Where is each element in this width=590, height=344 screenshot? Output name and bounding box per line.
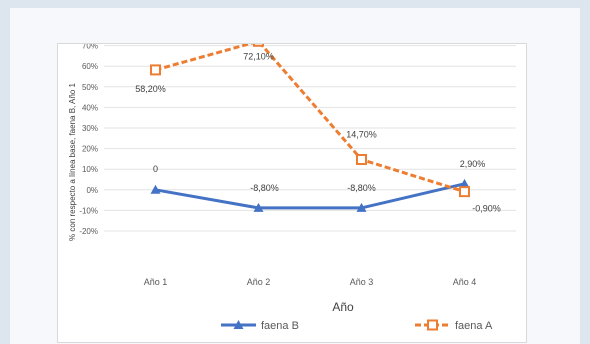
legend-label: faena A bbox=[455, 320, 493, 332]
legend-marker bbox=[233, 320, 244, 329]
data-label: 58,20% bbox=[135, 84, 166, 94]
series-group: 0 -8,80% -8,80% 2,90% 58,20% 72,10% 14,70% -0,9… bbox=[135, 44, 501, 214]
y-tick-label: 0% bbox=[86, 186, 98, 195]
x-tick-label: Año 4 bbox=[453, 277, 477, 287]
y-tick-label: 10% bbox=[82, 165, 98, 174]
data-label: 0 bbox=[153, 164, 158, 174]
x-axis-ticks: Año 1 Año 2 Año 3 Año 4 bbox=[144, 277, 477, 287]
data-label: 72,10% bbox=[243, 51, 274, 61]
data-point bbox=[356, 202, 367, 212]
x-tick-label: Año 2 bbox=[247, 277, 271, 287]
data-point bbox=[459, 186, 470, 198]
gridlines bbox=[104, 45, 516, 232]
data-point bbox=[459, 178, 470, 188]
data-label: 14,70% bbox=[346, 130, 377, 140]
y-tick-label: 60% bbox=[82, 62, 98, 71]
y-axis-ticks: 80%70%60%50%40%30%20%10%0%-10%-20% bbox=[79, 44, 98, 236]
series-line-faena-A bbox=[155, 44, 465, 194]
data-point bbox=[253, 44, 264, 47]
chart-card: 80%70%60%50%40%30%20%10%0%-10%-20% Año 1… bbox=[57, 43, 527, 343]
data-label: -0,90% bbox=[472, 204, 501, 214]
page-panel: 80%70%60%50%40%30%20%10%0%-10%-20% Año 1… bbox=[10, 8, 580, 344]
y-tick-label: 20% bbox=[82, 145, 98, 154]
data-point bbox=[253, 202, 264, 212]
x-tick-label: Año 1 bbox=[144, 277, 168, 287]
series-line-faena-B bbox=[155, 182, 465, 210]
y-tick-label: -20% bbox=[79, 227, 98, 236]
y-tick-label: 50% bbox=[82, 83, 98, 92]
legend-label: faena B bbox=[261, 320, 299, 332]
x-axis-label: Año bbox=[332, 300, 354, 314]
y-tick-label: 70% bbox=[82, 44, 98, 51]
y-tick-label: -10% bbox=[79, 206, 98, 215]
y-tick-label: 30% bbox=[82, 124, 98, 133]
data-point bbox=[356, 154, 367, 166]
data-point bbox=[150, 64, 161, 76]
line-chart: 80%70%60%50%40%30%20%10%0%-10%-20% Año 1… bbox=[68, 44, 516, 332]
legend-marker bbox=[427, 319, 438, 331]
legend: faena B faena A bbox=[221, 319, 493, 332]
x-tick-label: Año 3 bbox=[350, 277, 374, 287]
y-axis-label: % con respecto a línea base, faena B, Añ… bbox=[68, 83, 77, 241]
data-label: -8,80% bbox=[347, 183, 376, 193]
data-label: 2,90% bbox=[460, 159, 486, 169]
y-tick-label: 40% bbox=[82, 103, 98, 112]
data-label: -8,80% bbox=[250, 183, 279, 193]
data-point bbox=[150, 184, 161, 194]
